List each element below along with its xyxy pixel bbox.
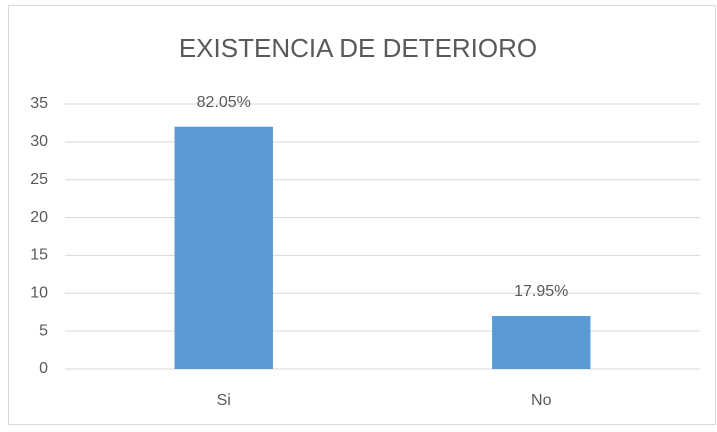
- data-label: 82.05%: [197, 94, 251, 111]
- x-tick-label: Si: [217, 392, 231, 409]
- chart-border: [8, 5, 716, 425]
- y-tick-label: 15: [30, 247, 48, 264]
- bar: [492, 316, 591, 369]
- y-tick-label: 20: [30, 209, 48, 226]
- bar: [174, 126, 273, 369]
- y-tick-label: 30: [30, 133, 48, 150]
- y-tick-label: 25: [30, 171, 48, 188]
- data-label: 17.95%: [514, 283, 568, 300]
- y-tick-label: 0: [39, 360, 48, 377]
- y-tick-label: 10: [30, 285, 48, 302]
- y-tick-label: 35: [30, 95, 48, 112]
- x-tick-label: No: [531, 392, 552, 409]
- y-tick-label: 5: [39, 322, 48, 339]
- chart-title: EXISTENCIA DE DETERIORO: [179, 33, 537, 63]
